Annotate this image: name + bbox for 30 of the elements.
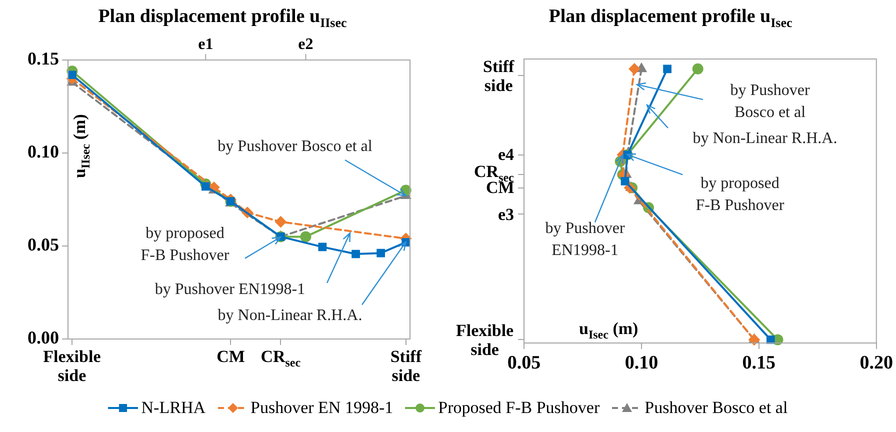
- x-tick-label: 0.20: [860, 352, 893, 374]
- chart-title: Plan displacement profile u$_{Isec}$: [548, 6, 794, 31]
- text: e2: [298, 36, 314, 54]
- x-axis-title: u$_{Isec}$ (m): [579, 319, 638, 342]
- legend-label: Pushover EN 1998-1: [250, 398, 394, 418]
- y-tick-label: 0.10: [28, 142, 59, 162]
- legend-label: N-LRHA: [141, 398, 206, 418]
- y-tick-label: Stiff side: [483, 56, 514, 94]
- text: e1: [198, 36, 214, 54]
- x-tick-label: 0.10: [624, 352, 658, 374]
- y-tick-label: e3: [498, 204, 514, 224]
- legend-label: Proposed F-B Pushover: [438, 398, 600, 418]
- y-tick-label: 0.15: [28, 48, 59, 69]
- annotation: by Pushover Bosco et al: [218, 138, 373, 156]
- annotation: by proposed F-B Pushover: [696, 175, 785, 214]
- annotation: by Non-Linear R.H.A.: [692, 130, 838, 148]
- x-tick-label: CR$_{sec}$: [260, 347, 301, 372]
- annotation: by proposed F-B Pushover: [140, 225, 230, 264]
- x-tick-label: Stiff side: [390, 347, 422, 385]
- annotation: by Non-Linear R.H.A.: [218, 307, 362, 324]
- y-tick-label: 0.05: [28, 234, 59, 255]
- x-tick-label: 0.15: [742, 352, 776, 374]
- x-tick-label: CM: [216, 347, 245, 366]
- legend-label: Pushover Bosco et al: [644, 398, 788, 418]
- y-tick-label: 0.00: [28, 328, 59, 348]
- y-tick-label: e4: [498, 145, 514, 164]
- annotation: by Pushover Bosco et al: [730, 82, 810, 122]
- annotation: by Pushover EN1998-1: [154, 281, 306, 298]
- chart-title: Plan displacement profile u$_{IIsec}$: [97, 6, 348, 31]
- annotation: by Pushover EN1998-1: [545, 220, 626, 260]
